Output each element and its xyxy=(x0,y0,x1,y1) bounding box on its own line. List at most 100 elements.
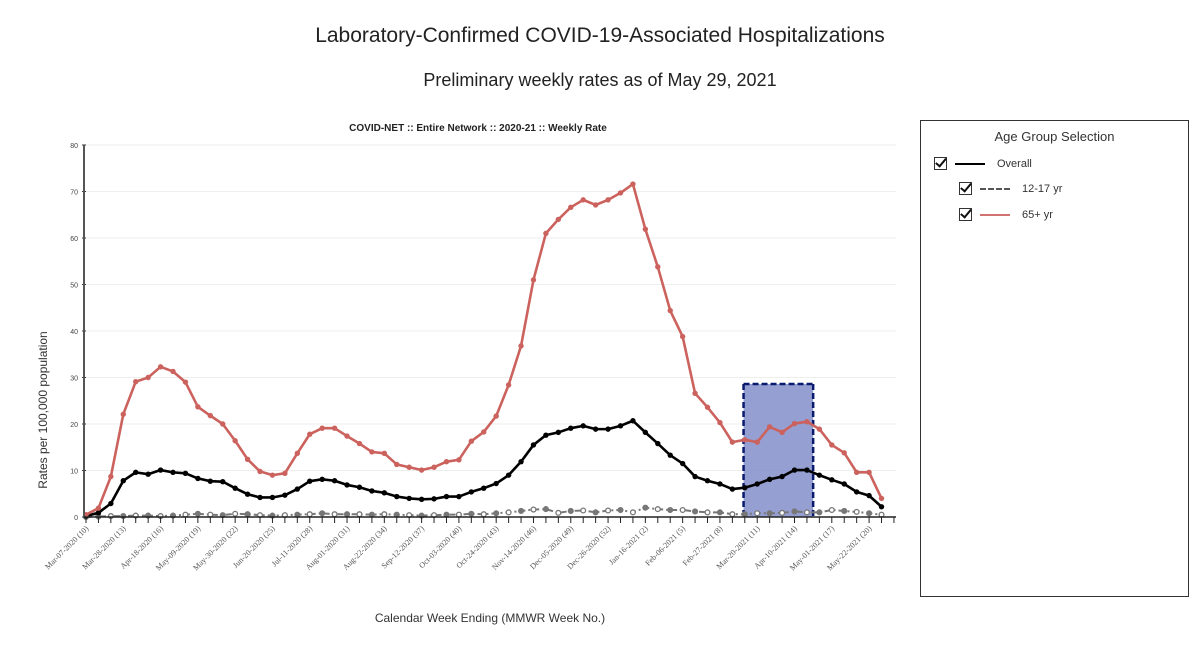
data-point-overall xyxy=(319,476,325,483)
data-point-65-yr xyxy=(804,418,810,425)
data-point-65-yr xyxy=(195,404,201,410)
data-point-12-17-yr xyxy=(517,507,525,515)
age-group-legend: Age Group Selection Overall 12-17 yr 65+… xyxy=(920,120,1189,597)
data-point-overall xyxy=(232,485,238,491)
data-point-65-yr xyxy=(257,468,263,475)
data-point-65-yr xyxy=(356,440,363,447)
data-point-65-yr xyxy=(95,505,102,511)
data-point-65-yr xyxy=(692,390,698,397)
data-point-12-17-yr xyxy=(319,510,326,517)
data-point-overall xyxy=(443,493,450,500)
data-point-overall xyxy=(456,493,462,500)
data-point-65-yr xyxy=(754,439,760,445)
data-point-overall xyxy=(605,426,611,432)
checkbox-65-plus[interactable] xyxy=(959,208,972,221)
data-point-65-yr xyxy=(319,425,325,431)
data-point-65-yr xyxy=(145,374,151,381)
data-point-overall xyxy=(331,478,338,484)
y-tick-label: 50 xyxy=(70,283,78,290)
data-point-65-yr xyxy=(630,181,636,187)
data-point-65-yr xyxy=(269,472,276,478)
data-point-12-17-yr xyxy=(306,511,313,518)
data-point-12-17-yr xyxy=(667,506,674,514)
data-point-overall xyxy=(170,469,176,476)
data-point-12-17-yr xyxy=(232,510,239,517)
y-tick-label: 30 xyxy=(70,376,78,383)
data-point-12-17-yr xyxy=(381,511,388,518)
data-point-65-yr xyxy=(182,379,189,385)
legend-item-overall[interactable]: Overall xyxy=(934,157,1032,170)
data-point-65-yr xyxy=(853,469,860,476)
data-point-12-17-yr xyxy=(803,509,810,516)
data-point-65-yr xyxy=(829,442,835,448)
data-point-12-17-yr xyxy=(629,509,636,516)
data-point-12-17-yr xyxy=(654,506,661,513)
legend-label: 65+ yr xyxy=(1022,208,1053,221)
data-point-overall xyxy=(518,458,524,465)
legend-item-12-17[interactable]: 12-17 yr xyxy=(959,182,1062,195)
y-tick-label: 40 xyxy=(70,329,78,336)
data-point-overall xyxy=(766,476,773,483)
data-point-65-yr xyxy=(766,424,773,430)
line-chart: COVID-NET :: Entire Network :: 2020-21 :… xyxy=(36,123,896,625)
data-point-12-17-yr xyxy=(716,509,723,516)
data-point-65-yr xyxy=(878,495,885,502)
y-axis-label: Rates per 100,000 population xyxy=(36,331,50,488)
checkbox-overall[interactable] xyxy=(934,157,947,170)
data-point-overall xyxy=(294,486,301,492)
data-point-65-yr xyxy=(655,264,661,270)
data-point-12-17-yr xyxy=(791,508,798,515)
data-point-65-yr xyxy=(791,420,798,427)
data-point-overall xyxy=(418,496,425,503)
page-subtitle: Preliminary weekly rates as of May 29, 2… xyxy=(423,70,777,90)
data-point-65-yr xyxy=(481,429,487,435)
data-point-65-yr xyxy=(866,469,872,476)
data-point-65-yr xyxy=(592,202,599,208)
chart-title: COVID-NET :: Entire Network :: 2020-21 :… xyxy=(349,123,607,134)
data-point-overall xyxy=(108,500,114,507)
data-point-65-yr xyxy=(294,450,301,456)
data-point-65-yr xyxy=(232,438,238,444)
data-point-overall xyxy=(95,510,102,516)
data-point-65-yr xyxy=(170,368,176,375)
data-point-12-17-yr xyxy=(244,511,251,518)
legend-label: Overall xyxy=(997,157,1032,170)
y-tick-label: 80 xyxy=(70,143,78,150)
data-point-overall xyxy=(505,472,512,478)
data-point-65-yr xyxy=(530,277,537,283)
data-point-12-17-yr xyxy=(505,509,512,516)
data-point-overall xyxy=(704,478,711,484)
data-point-65-yr xyxy=(468,438,475,444)
data-point-overall xyxy=(220,478,226,485)
data-point-65-yr xyxy=(431,464,437,470)
data-point-overall xyxy=(307,478,313,484)
data-point-overall xyxy=(568,425,574,431)
data-point-65-yr xyxy=(443,458,450,465)
data-point-12-17-yr xyxy=(853,508,860,515)
data-point-65-yr xyxy=(555,216,562,223)
data-point-12-17-yr xyxy=(343,511,351,518)
data-point-overall xyxy=(729,486,736,492)
data-point-12-17-yr xyxy=(605,507,612,514)
selection-brush xyxy=(743,384,814,517)
data-point-overall xyxy=(642,429,649,436)
data-point-65-yr xyxy=(717,419,723,426)
data-point-overall xyxy=(369,488,375,494)
legend-item-65-plus[interactable]: 65+ yr xyxy=(959,208,1053,221)
data-point-overall xyxy=(779,473,785,480)
data-point-overall xyxy=(679,460,686,467)
data-point-overall xyxy=(804,467,810,473)
data-point-12-17-yr xyxy=(555,509,562,516)
data-point-65-yr xyxy=(816,426,823,432)
legend-label: 12-17 yr xyxy=(1022,182,1063,195)
data-point-12-17-yr xyxy=(866,510,873,517)
data-point-65-yr xyxy=(331,425,338,431)
checkbox-12-17[interactable] xyxy=(959,182,972,195)
data-point-65-yr xyxy=(568,204,574,211)
data-point-65-yr xyxy=(133,378,139,385)
data-point-65-yr xyxy=(394,461,400,468)
data-point-overall xyxy=(580,423,586,429)
data-point-65-yr xyxy=(580,197,586,203)
data-point-12-17-yr xyxy=(679,506,686,514)
data-point-65-yr xyxy=(244,456,251,463)
